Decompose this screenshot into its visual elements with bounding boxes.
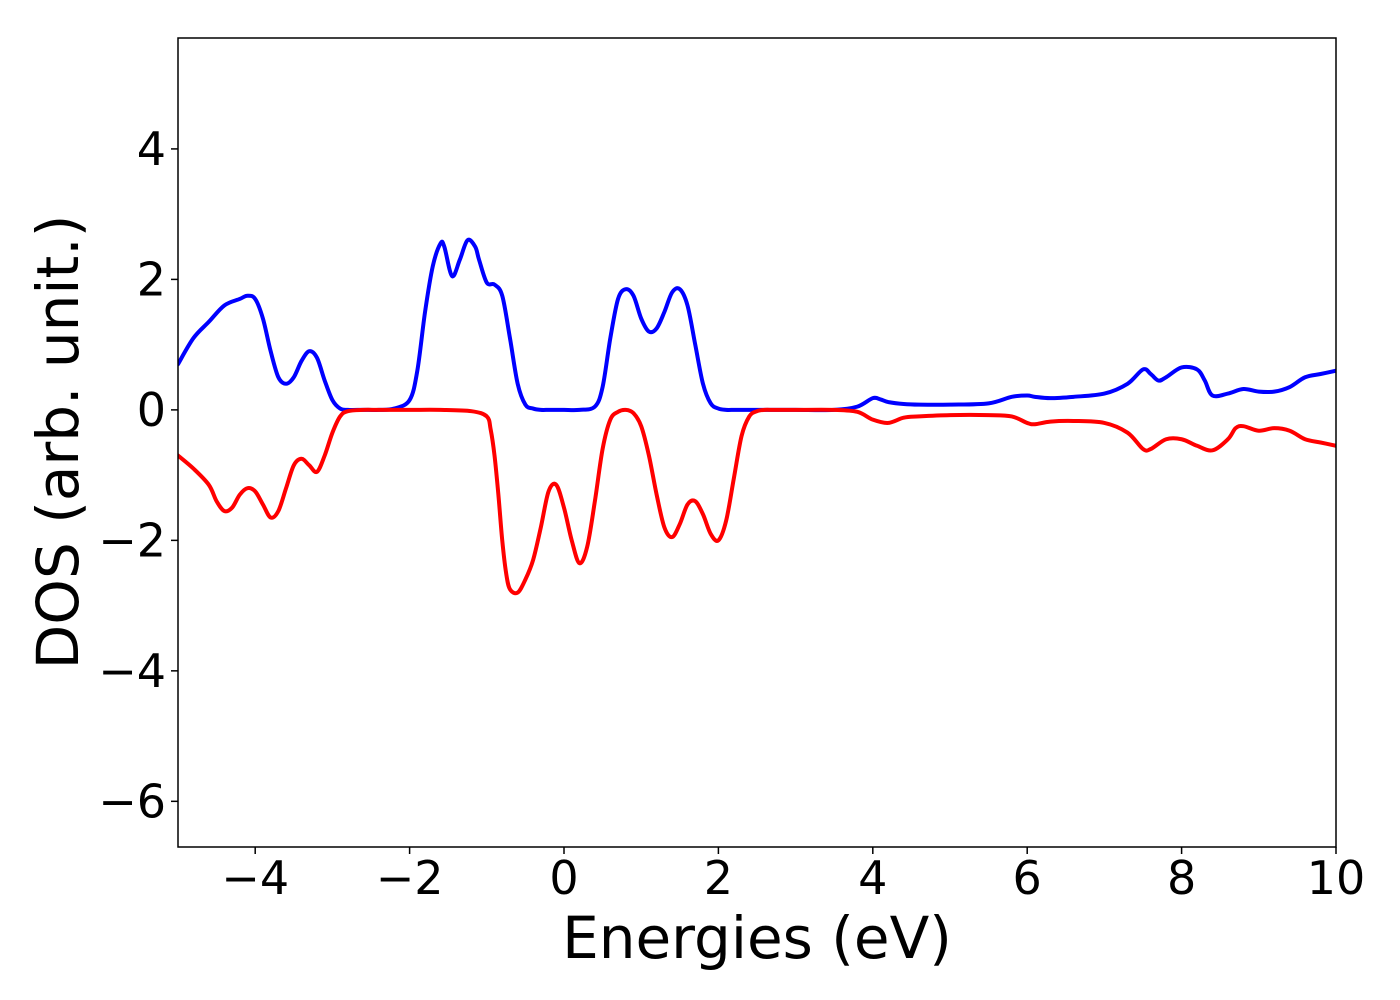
- y-tick-label: −6: [98, 774, 166, 828]
- y-tick-label: 2: [137, 252, 166, 306]
- y-axis-label: DOS (arb. unit.): [24, 215, 92, 670]
- x-tick-label: 6: [1013, 851, 1042, 905]
- series-layer: [178, 237, 1336, 596]
- y-tick-label: 4: [137, 122, 166, 176]
- x-tick-label: 10: [1307, 851, 1366, 905]
- dos-line-red: [178, 407, 1336, 596]
- y-axis-ticks: −6 −4 −2 0 2 4: [98, 122, 178, 828]
- plot-frame: [177, 37, 1337, 848]
- y-tick-label: −2: [98, 513, 166, 567]
- x-axis-ticks: −4 −2 0 2 4 6 8 10: [221, 847, 1365, 905]
- x-tick-label: 8: [1167, 851, 1196, 905]
- x-tick-label: 0: [549, 851, 578, 905]
- y-tick-label: −4: [98, 644, 166, 698]
- x-tick-label: 2: [704, 851, 733, 905]
- x-tick-label: 4: [858, 851, 887, 905]
- dos-line-blue: [178, 237, 1336, 413]
- plot-background: [178, 38, 1336, 847]
- x-tick-label: −2: [376, 851, 444, 905]
- x-tick-label: −4: [221, 851, 289, 905]
- y-tick-label: 0: [137, 383, 166, 437]
- x-axis-label: Energies (eV): [562, 904, 952, 972]
